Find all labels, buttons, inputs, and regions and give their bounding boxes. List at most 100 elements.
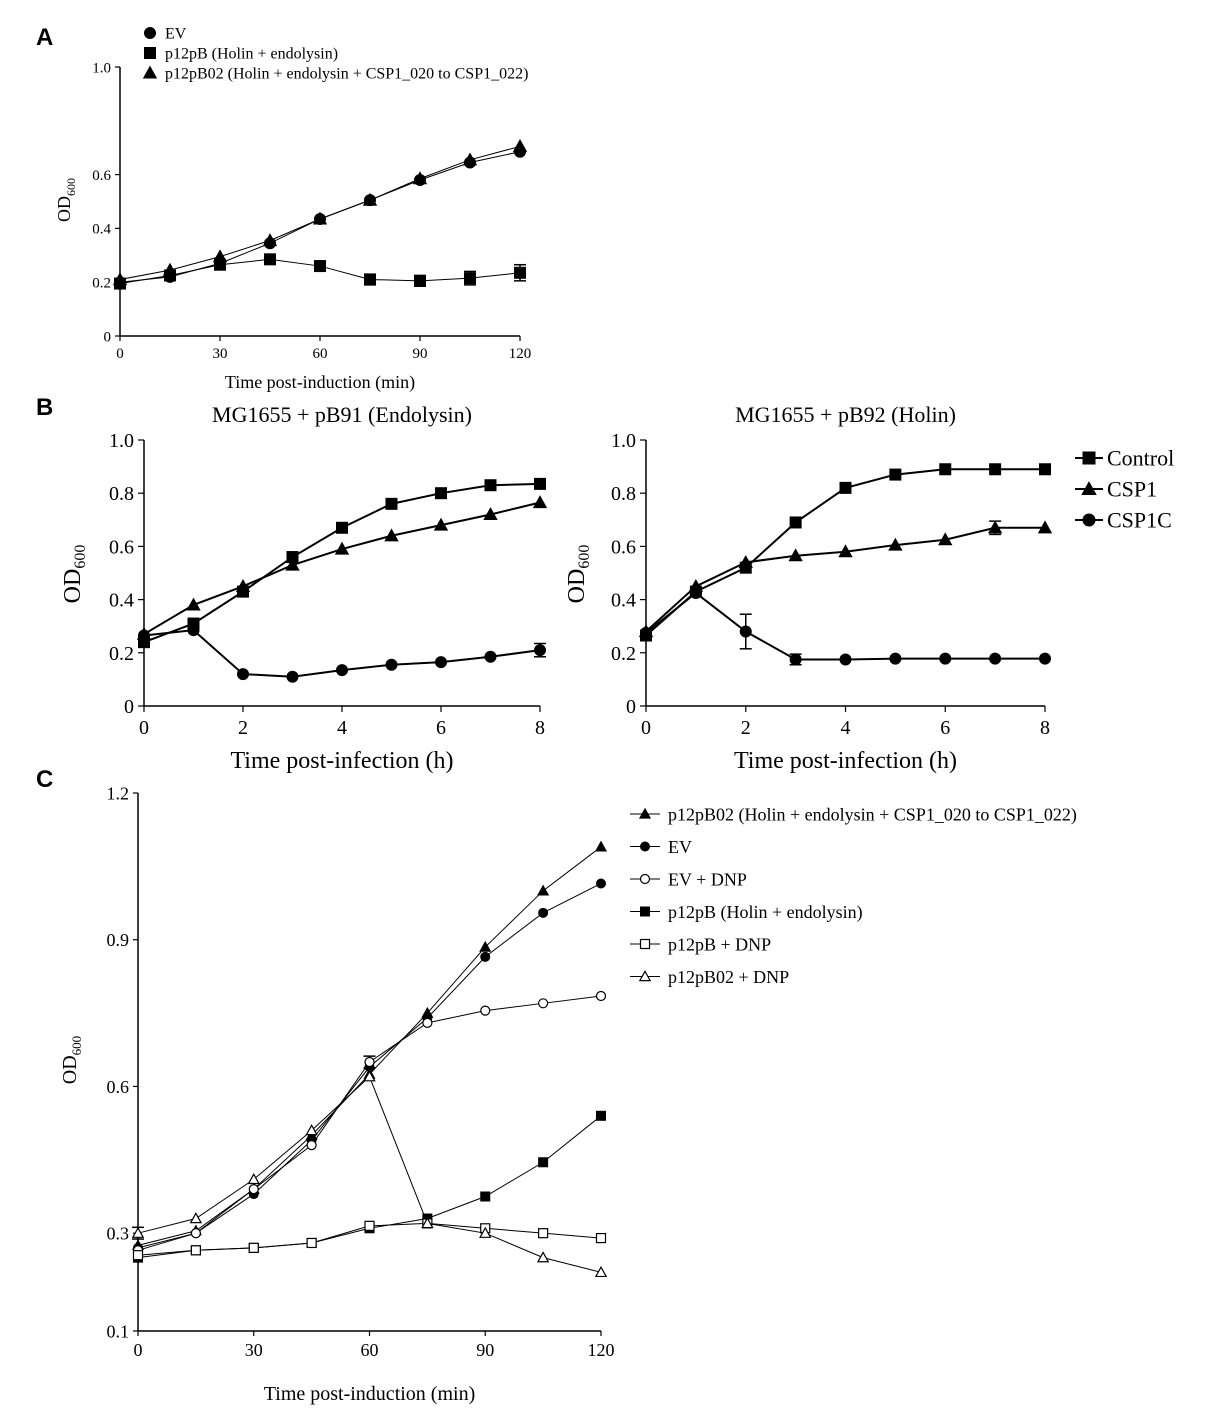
data-point [789, 516, 802, 529]
legend-label: p12pB02 (Holin + endolysin + CSP1_020 to… [165, 66, 528, 83]
legend-item: p12pB (Holin + endolysin) [630, 902, 863, 923]
x-tick-label: 4 [841, 717, 851, 739]
data-point [479, 940, 492, 952]
data-point [480, 1191, 491, 1202]
y-axis-label-main: OD [564, 569, 590, 604]
series-3 [133, 1110, 606, 1263]
data-point [1039, 652, 1051, 665]
data-point [534, 644, 546, 657]
data-point [336, 521, 348, 534]
y-axis-label-main: OD [54, 196, 74, 222]
series-line [137, 1115, 602, 1259]
y-axis-label: OD600 [60, 545, 89, 604]
y-tick-label: 0.4 [109, 590, 134, 612]
series-0 [138, 477, 546, 649]
data-point [131, 1226, 145, 1238]
y-tick-label: 0.3 [107, 1223, 130, 1243]
data-point [189, 1212, 203, 1224]
legend-label: p12pB (Holin + endolysin) [668, 902, 863, 923]
data-point [538, 998, 549, 1009]
series-2 [640, 586, 1051, 666]
data-point [464, 272, 476, 285]
legend-item: p12pB02 (Holin + endolysin + CSP1_020 to… [142, 66, 528, 83]
data-point [989, 652, 1002, 665]
series-line [137, 846, 602, 1246]
data-point [595, 990, 607, 1002]
legend-item: p12pB02 + DNP [630, 967, 789, 987]
legend-label: p12pB + DNP [668, 934, 771, 954]
data-point [190, 1245, 201, 1256]
data-point [162, 262, 178, 276]
data-point [538, 1157, 549, 1168]
legend: EV p12pB (Holin + endolysin) p12pB02 (Holi… [142, 26, 528, 83]
x-tick-label: 120 [588, 1340, 615, 1360]
panel-c: C 0 30 60 90 120 0.1 0.3 0.6 0.9 1.2 Time post-indu… [36, 766, 1077, 1405]
data-point [306, 1237, 317, 1249]
legend-label: CSP1 [1107, 477, 1157, 502]
x-axis-label: Time post-infection (h) [734, 748, 957, 774]
legend-marker [1082, 513, 1096, 527]
y-tick-label: 1.0 [92, 60, 111, 76]
data-point [422, 1017, 433, 1028]
data-point [534, 477, 546, 490]
legend: Control CSP1 CSP1C [1075, 446, 1174, 533]
data-point [838, 544, 853, 558]
x-tick-label: 60 [361, 1340, 379, 1360]
data-point [989, 463, 1002, 476]
data-point [789, 653, 802, 666]
data-point [479, 1226, 492, 1238]
x-tick-label: 2 [741, 717, 751, 739]
x-tick-label: 6 [436, 717, 446, 739]
data-point [421, 1216, 434, 1229]
x-tick-label: 30 [245, 1340, 263, 1360]
x-axis-label: Time post-induction (min) [225, 372, 415, 393]
legend-label: EV [668, 837, 692, 857]
legend-label: EV [165, 26, 187, 43]
y-axis-label: OD600 [564, 545, 593, 604]
panel-b2: MG1655 + pB92 (Holin) 0 2 4 6 8 0 0.2 0.4 0.6 0.8 1… [564, 402, 1174, 774]
data-point [484, 479, 497, 492]
legend: p12pB02 (Holin + endolysin + CSP1_020 to… [630, 804, 1077, 987]
series-2 [132, 990, 607, 1256]
data-point [212, 249, 228, 263]
y-tick-label: 0.6 [107, 1077, 130, 1097]
data-point [187, 624, 200, 637]
legend-label: p12pB (Holin + endolysin) [165, 46, 338, 63]
data-point [314, 260, 326, 273]
legend-item: CSP1C [1075, 508, 1172, 533]
data-point [987, 520, 1003, 534]
y-tick-label: 0 [104, 329, 112, 345]
data-point [235, 578, 251, 592]
data-point [1037, 520, 1053, 534]
data-point [414, 274, 426, 287]
y-axis-label-main: OD [59, 1055, 81, 1084]
legend-marker [639, 938, 651, 950]
x-tick-label: 90 [476, 1340, 494, 1360]
legend-marker [144, 27, 156, 39]
y-tick-label: 0.6 [611, 536, 636, 558]
x-tick-label: 4 [337, 717, 347, 739]
legend-label: EV + DNP [668, 869, 747, 889]
data-point [889, 468, 902, 481]
series-line [645, 591, 1045, 661]
y-axis-label-sub: 600 [72, 545, 89, 569]
data-point [264, 253, 276, 266]
data-point [889, 652, 902, 665]
legend-marker [638, 807, 652, 819]
data-point [112, 272, 128, 286]
data-point [480, 1005, 491, 1016]
data-point [594, 840, 608, 852]
legend-marker [144, 47, 156, 59]
series-1 [114, 253, 526, 290]
y-tick-label: 0 [124, 696, 134, 718]
y-tick-label: 1.2 [107, 783, 130, 803]
x-axis-label: Time post-induction (min) [264, 1383, 475, 1405]
panel-b: B MG1655 + pB91 (Endolysin) 0 2 4 6 8 0 0.2 0.4 0.… [36, 394, 548, 774]
series-line [137, 1075, 602, 1273]
data-point [363, 1070, 376, 1082]
legend-marker [639, 873, 651, 885]
x-tick-label: 90 [413, 346, 428, 362]
x-tick-label: 0 [116, 346, 124, 362]
legend-marker [638, 970, 652, 982]
panel-letter: C [36, 766, 53, 793]
